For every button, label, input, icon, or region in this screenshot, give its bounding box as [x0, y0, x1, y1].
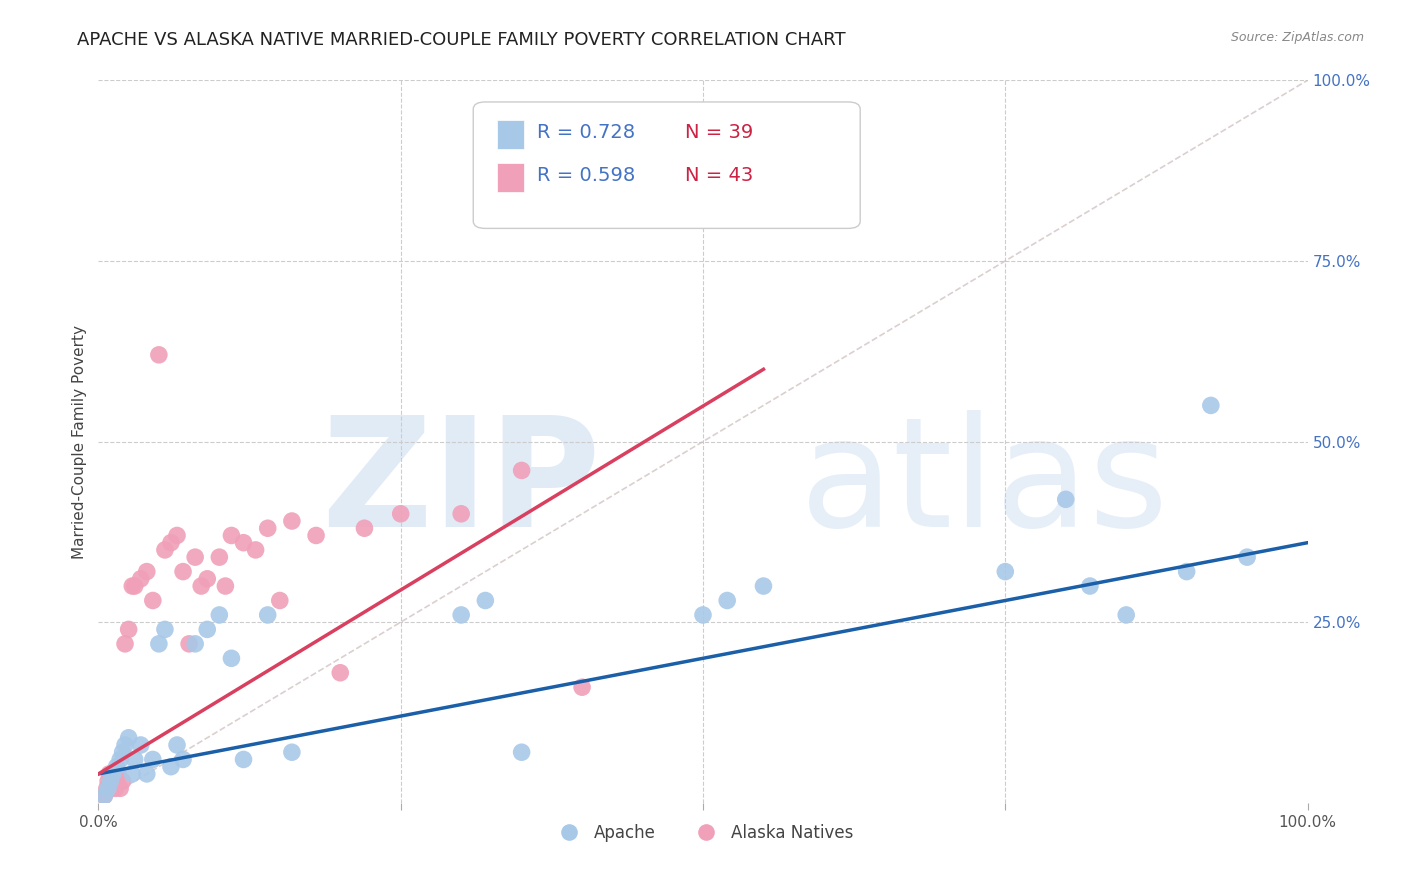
Alaska Natives	[232, 535, 254, 549]
Y-axis label: Married-Couple Family Poverty: Married-Couple Family Poverty	[72, 325, 87, 558]
Text: R = 0.598: R = 0.598	[537, 166, 636, 186]
Apache	[93, 789, 115, 803]
Alaska Natives	[148, 348, 170, 362]
Apache	[118, 731, 141, 745]
Alaska Natives	[179, 637, 201, 651]
Apache	[153, 623, 176, 637]
Text: ZIP: ZIP	[321, 410, 600, 559]
Apache	[994, 565, 1017, 579]
Alaska Natives	[93, 789, 115, 803]
Apache	[281, 745, 304, 759]
Alaska Natives	[103, 767, 125, 781]
Text: atlas: atlas	[800, 410, 1168, 559]
Alaska Natives	[195, 572, 218, 586]
Alaska Natives	[96, 781, 118, 796]
Apache	[100, 774, 122, 789]
Apache	[184, 637, 207, 651]
Apache	[172, 752, 194, 766]
Alaska Natives	[111, 774, 134, 789]
Apache	[105, 760, 128, 774]
Alaska Natives	[100, 781, 122, 796]
Apache	[101, 767, 124, 781]
Alaska Natives	[329, 665, 352, 680]
Apache	[221, 651, 243, 665]
FancyBboxPatch shape	[498, 120, 524, 149]
Alaska Natives	[172, 565, 194, 579]
Alaska Natives	[571, 680, 593, 694]
Apache	[232, 752, 254, 766]
Text: N = 39: N = 39	[685, 123, 754, 142]
Alaska Natives	[114, 637, 136, 651]
Alaska Natives	[510, 463, 533, 477]
Apache	[1175, 565, 1198, 579]
Alaska Natives	[256, 521, 278, 535]
Alaska Natives	[245, 542, 267, 557]
Alaska Natives	[214, 579, 236, 593]
Alaska Natives	[121, 579, 143, 593]
Alaska Natives	[281, 514, 304, 528]
Apache	[111, 745, 134, 759]
Alaska Natives	[118, 623, 141, 637]
Alaska Natives	[153, 542, 176, 557]
Alaska Natives	[142, 593, 165, 607]
Apache	[716, 593, 738, 607]
Apache	[166, 738, 188, 752]
Apache	[1054, 492, 1077, 507]
Apache	[256, 607, 278, 622]
Text: N = 43: N = 43	[685, 166, 754, 186]
Apache	[114, 738, 136, 752]
Apache	[450, 607, 472, 622]
Apache	[142, 752, 165, 766]
Apache	[124, 752, 146, 766]
Apache	[1115, 607, 1137, 622]
Apache	[692, 607, 714, 622]
Alaska Natives	[269, 593, 291, 607]
Apache	[108, 752, 131, 766]
Alaska Natives	[129, 572, 152, 586]
Apache	[752, 579, 775, 593]
Alaska Natives	[101, 774, 124, 789]
Alaska Natives	[450, 507, 472, 521]
Apache	[97, 781, 120, 796]
Alaska Natives	[190, 579, 212, 593]
Alaska Natives	[108, 781, 131, 796]
Alaska Natives	[184, 550, 207, 565]
Alaska Natives	[107, 767, 129, 781]
Text: R = 0.728: R = 0.728	[537, 123, 636, 142]
Apache	[135, 767, 157, 781]
Text: Source: ZipAtlas.com: Source: ZipAtlas.com	[1230, 31, 1364, 45]
Alaska Natives	[135, 565, 157, 579]
Alaska Natives	[208, 550, 231, 565]
FancyBboxPatch shape	[474, 102, 860, 228]
Apache	[148, 637, 170, 651]
Alaska Natives	[221, 528, 243, 542]
Alaska Natives	[389, 507, 412, 521]
Alaska Natives	[97, 774, 120, 789]
Apache	[510, 745, 533, 759]
Apache	[208, 607, 231, 622]
Alaska Natives	[353, 521, 375, 535]
Apache	[1078, 579, 1101, 593]
Apache	[474, 593, 496, 607]
Alaska Natives	[105, 774, 128, 789]
Apache	[195, 623, 218, 637]
Alaska Natives	[124, 579, 146, 593]
Alaska Natives	[166, 528, 188, 542]
Apache	[1199, 398, 1222, 412]
Apache	[160, 760, 183, 774]
Alaska Natives	[160, 535, 183, 549]
Alaska Natives	[305, 528, 328, 542]
Apache	[1236, 550, 1258, 565]
Apache	[129, 738, 152, 752]
Legend: Apache, Alaska Natives: Apache, Alaska Natives	[546, 817, 860, 848]
FancyBboxPatch shape	[498, 163, 524, 193]
Apache	[121, 767, 143, 781]
Text: APACHE VS ALASKA NATIVE MARRIED-COUPLE FAMILY POVERTY CORRELATION CHART: APACHE VS ALASKA NATIVE MARRIED-COUPLE F…	[77, 31, 846, 49]
Alaska Natives	[98, 767, 121, 781]
Alaska Natives	[104, 781, 127, 796]
